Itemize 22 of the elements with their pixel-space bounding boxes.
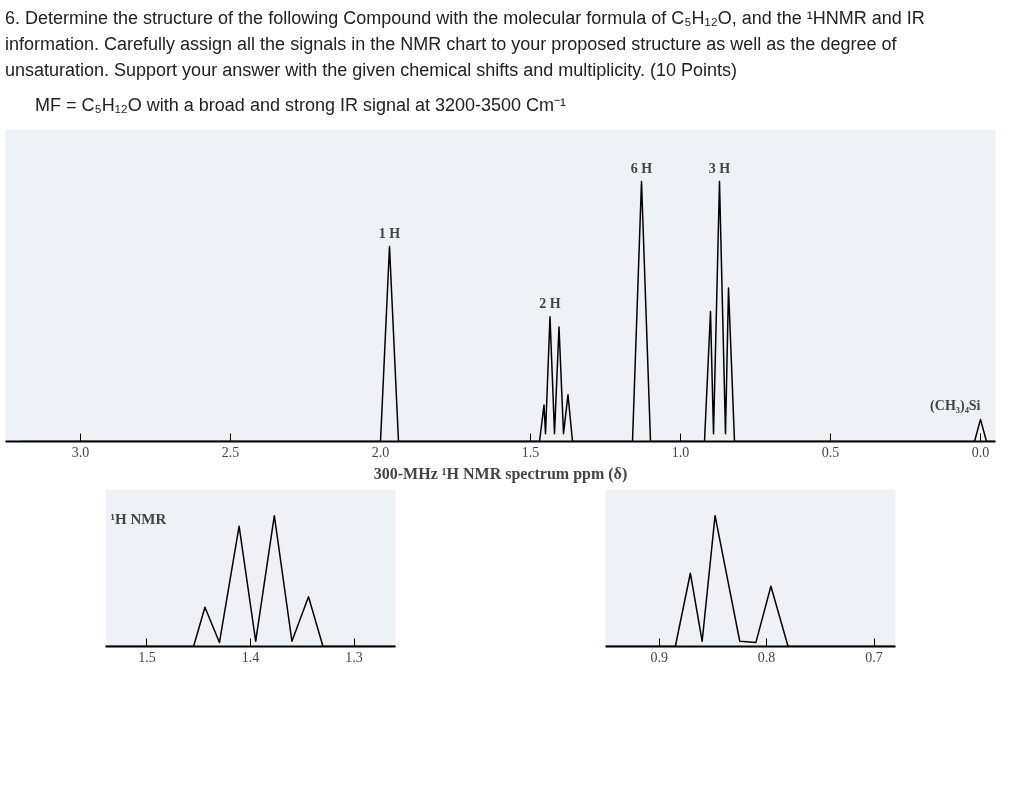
annotation: 3 H xyxy=(708,160,731,176)
x-tick-label: 0.0 xyxy=(971,444,990,460)
x-tick-label: 0.5 xyxy=(821,444,840,460)
x-tick-label: 0.9 xyxy=(650,649,668,665)
x-tick-label: 1.5 xyxy=(138,649,156,665)
x-tick-label: 0.8 xyxy=(757,649,776,665)
annotation: 2 H xyxy=(539,295,561,311)
x-tick-label: 1.3 xyxy=(345,649,363,665)
chart-title: 6. Determine the structure of the following Compound with the molecular formula of C₅H₁₂O, and the ¹HNMR and IR information. Carefully assign all the signals in the NMR chart to your proposed structure as well as the degree of unsaturation. Support your answer with the given chemical shifts and multiplicity. (10 Points) xyxy=(5,7,926,83)
x-tick-label: 1.5 xyxy=(521,444,540,460)
chart-subtitle: MF = C₅H₁₂O with a broad and strong IR signal at 3200-3500 Cm⁻¹ xyxy=(35,94,567,118)
annotation: ¹H NMR xyxy=(110,510,167,527)
x-tick-label: 1.4 xyxy=(241,649,260,665)
x-tick-label: 2.5 xyxy=(221,444,240,460)
annotation: 6 H xyxy=(630,160,653,176)
x-tick-label: 0.7 xyxy=(865,649,883,665)
x-tick-label: 3.0 xyxy=(71,444,90,460)
x-tick-label: 1.0 xyxy=(671,444,690,460)
x-axis-title: 300-MHz ¹H NMR spectrum ppm (δ) xyxy=(373,464,628,483)
annotation: 1 H xyxy=(378,225,401,241)
x-tick-label: 2.0 xyxy=(371,444,390,460)
annotation: (CH₃)₄Si xyxy=(930,398,981,415)
